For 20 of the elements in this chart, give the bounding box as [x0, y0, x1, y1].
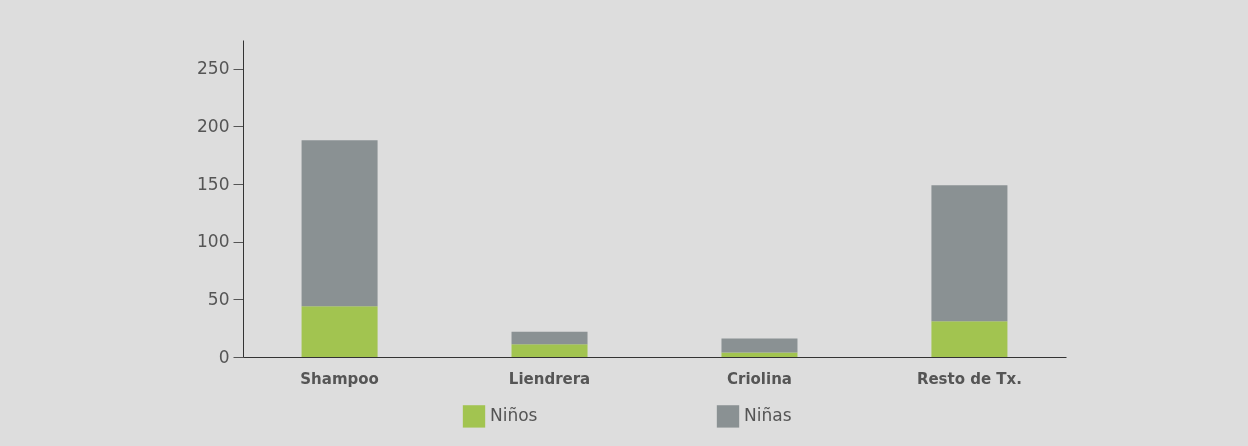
- y-tick-label: 250: [197, 58, 230, 79]
- legend-label: Niños: [490, 405, 538, 426]
- bar: [721, 338, 798, 353]
- y-tick-label: 200: [197, 115, 230, 136]
- x-tick-label: Resto de Tx.: [916, 369, 1022, 388]
- y-tick-label: 100: [197, 231, 230, 252]
- y-tick-label: 150: [197, 173, 230, 194]
- bar: [931, 185, 1008, 322]
- bar: [511, 331, 588, 345]
- bar: [511, 344, 588, 357]
- bar: [931, 321, 1008, 357]
- x-tick-label: Shampoo: [300, 369, 379, 388]
- bar: [301, 140, 378, 307]
- legend-label: Niñas: [744, 405, 792, 426]
- y-tick-label: 0: [218, 346, 230, 367]
- y-tick-label: 50: [207, 288, 230, 309]
- x-tick-label: Criolina: [727, 369, 792, 388]
- bar: [301, 306, 378, 357]
- x-tick-label: Liendrera: [508, 369, 591, 388]
- bar: [721, 352, 798, 357]
